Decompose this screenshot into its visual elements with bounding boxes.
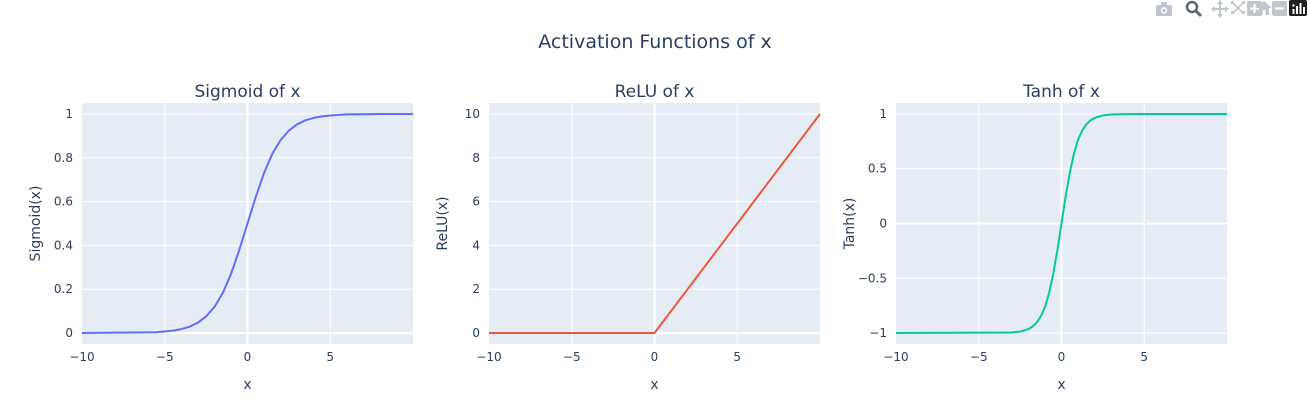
pan-icon[interactable] <box>1210 0 1230 18</box>
subplot-title: Tanh of x <box>1022 82 1100 102</box>
zoom-in-icon[interactable] <box>1245 0 1265 18</box>
y-tick-label: −0.5 <box>858 271 887 285</box>
subplot-title: Sigmoid of x <box>194 82 300 102</box>
subplot-2: −10 −5 0 5 0 2 4 6 8 10 ReLU of x x ReLU(x) <box>435 82 821 393</box>
y-tick-label: 1 <box>65 107 73 121</box>
y-tick-label: 2 <box>472 282 480 296</box>
x-tick-label: −10 <box>69 350 94 364</box>
x-tick-label: −5 <box>156 350 174 364</box>
x-tick-label: 5 <box>326 350 334 364</box>
camera-icon[interactable] <box>1154 0 1174 18</box>
y-axis-label: Tanh(x) <box>842 198 858 251</box>
subplot-title: ReLU of x <box>615 82 695 102</box>
x-tick-label: −5 <box>970 350 988 364</box>
x-axis-label: x <box>1057 377 1065 393</box>
y-tick-label: 6 <box>472 195 480 209</box>
y-tick-label: 0 <box>65 326 73 340</box>
y-tick-label: 8 <box>472 151 480 165</box>
y-axis-label: Sigmoid(x) <box>28 186 44 262</box>
x-tick-label: 0 <box>244 350 252 364</box>
x-tick-label: −10 <box>476 350 501 364</box>
x-tick-label: −10 <box>883 350 908 364</box>
y-tick-label: 0.6 <box>54 195 73 209</box>
subplot-3: −10 −5 0 5 −1 −0.5 0 0.5 1 Tanh of x x Tanh(x) <box>842 82 1227 393</box>
y-tick-label: 10 <box>465 107 480 121</box>
series-line <box>895 113 1227 334</box>
y-tick-label: 0 <box>879 217 887 231</box>
series-line <box>489 113 821 334</box>
y-tick-label: 0.4 <box>54 238 73 252</box>
x-axis-label: x <box>650 377 658 393</box>
y-tick-label: −1 <box>869 326 887 340</box>
figure-title: Activation Functions of x <box>538 31 772 53</box>
y-tick-label: 4 <box>472 238 480 252</box>
series-line <box>81 113 413 334</box>
x-tick-label: 0 <box>651 350 659 364</box>
reset-axes-icon[interactable] <box>1256 1 1272 15</box>
x-tick-label: 0 <box>1058 350 1066 364</box>
subplot-1: −10 −5 0 5 0 0.2 0.4 0.6 0.8 1 Sigmoid of x x Sigmoi… <box>28 82 413 393</box>
y-tick-label: 0.5 <box>868 162 887 176</box>
y-tick-label: 0.2 <box>54 282 73 296</box>
y-tick-label: 0 <box>472 326 480 340</box>
x-tick-label: 5 <box>1140 350 1148 364</box>
modebar <box>1070 0 1310 20</box>
x-tick-label: −5 <box>563 350 581 364</box>
zoom-icon[interactable] <box>1184 0 1204 18</box>
y-tick-label: 1 <box>879 107 887 121</box>
x-axis-label: x <box>243 377 251 393</box>
zoom-out-icon[interactable] <box>1270 0 1290 18</box>
autoscale-icon[interactable] <box>1231 1 1245 14</box>
plotly-logo-icon[interactable] <box>1289 0 1307 16</box>
x-tick-label: 5 <box>733 350 741 364</box>
y-axis-label: ReLU(x) <box>435 196 451 250</box>
y-tick-label: 0.8 <box>54 151 73 165</box>
